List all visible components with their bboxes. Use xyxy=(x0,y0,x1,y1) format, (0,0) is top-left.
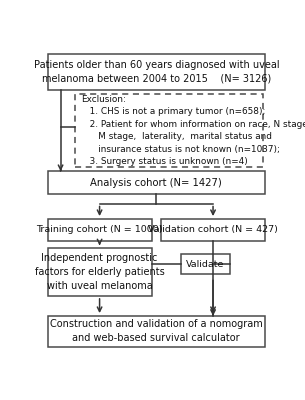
Text: Independent prognostic
factors for elderly patients
with uveal melanoma: Independent prognostic factors for elder… xyxy=(35,253,164,291)
Text: Analysis cohort (N= 1427): Analysis cohort (N= 1427) xyxy=(91,178,222,188)
FancyBboxPatch shape xyxy=(48,316,265,347)
FancyBboxPatch shape xyxy=(48,54,265,90)
FancyBboxPatch shape xyxy=(75,94,263,166)
FancyBboxPatch shape xyxy=(181,254,230,274)
FancyBboxPatch shape xyxy=(48,171,265,194)
FancyBboxPatch shape xyxy=(48,248,152,296)
Text: Construction and validation of a nomogram
and web-based survival calculator: Construction and validation of a nomogra… xyxy=(50,319,263,343)
Text: Validation cohort (N = 427): Validation cohort (N = 427) xyxy=(148,225,278,234)
FancyBboxPatch shape xyxy=(48,219,152,240)
Text: Exclusion:
   1. CHS is not a primary tumor (n=658);
   2. Patient for whom info: Exclusion: 1. CHS is not a primary tumor… xyxy=(81,95,305,166)
Text: Validate: Validate xyxy=(186,260,224,269)
Text: Patients older than 60 years diagnosed with uveal
melanoma between 2004 to 2015 : Patients older than 60 years diagnosed w… xyxy=(34,60,279,84)
Text: Training cohort (N = 1000): Training cohort (N = 1000) xyxy=(36,225,163,234)
FancyBboxPatch shape xyxy=(161,219,265,240)
